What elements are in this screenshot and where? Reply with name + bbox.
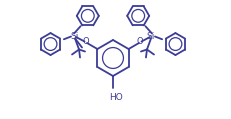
Text: O: O bbox=[83, 37, 89, 46]
Text: HO: HO bbox=[109, 93, 123, 102]
Text: Si: Si bbox=[71, 32, 79, 41]
Text: O: O bbox=[137, 37, 143, 46]
Text: Si: Si bbox=[147, 32, 155, 41]
